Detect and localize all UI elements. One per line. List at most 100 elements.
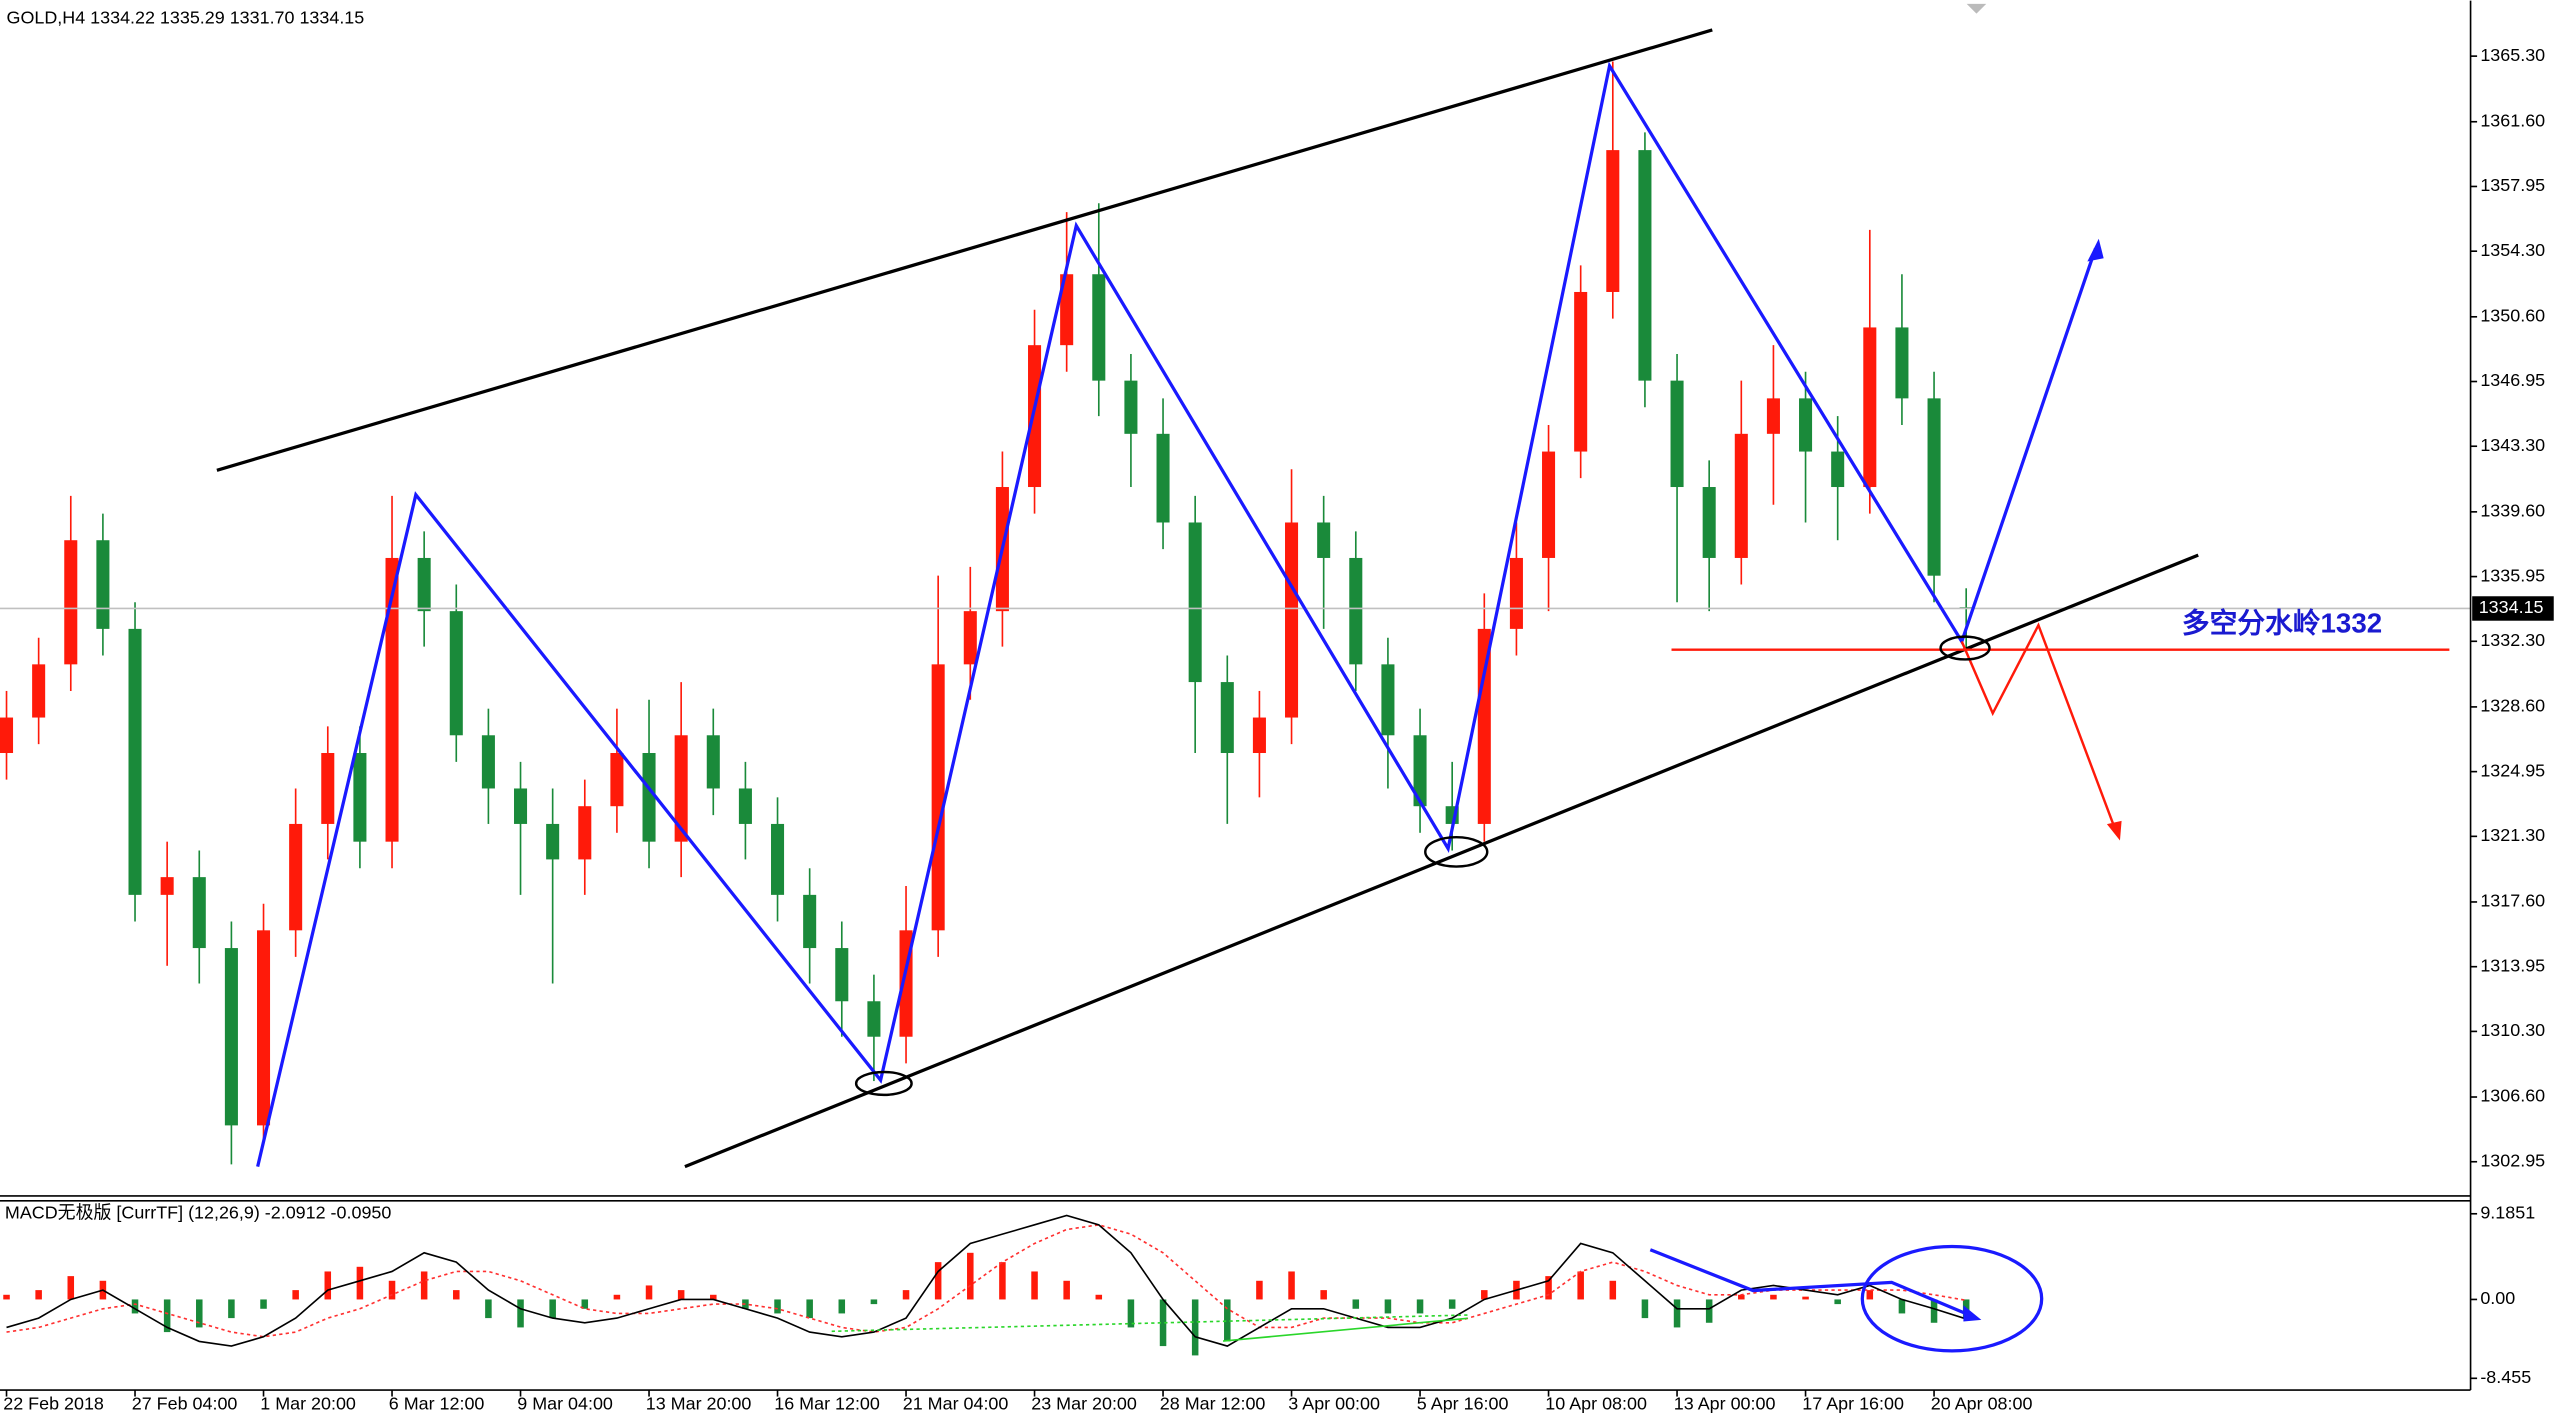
y-tick-label: 9.1851 — [2480, 1203, 2535, 1223]
histogram-bar — [1352, 1299, 1360, 1309]
histogram-bar — [838, 1299, 846, 1314]
zigzag — [256, 61, 2098, 1167]
x-tick-label: 22 Feb 2018 — [3, 1393, 104, 1413]
candle-body — [1477, 628, 1491, 824]
candle-body — [160, 877, 174, 895]
histogram-bar — [902, 1290, 910, 1300]
x-tick-label: 1 Mar 20:00 — [260, 1393, 356, 1413]
circle-mark — [854, 1070, 913, 1097]
arrow-head — [1963, 1305, 1982, 1322]
annotation: 多空分水岭1332 — [2182, 608, 2382, 639]
y-tick-label: 1343.30 — [2480, 435, 2545, 455]
histogram-bar — [1834, 1299, 1841, 1305]
candle-body — [771, 823, 785, 895]
y-tick-label: 0.00 — [2480, 1288, 2515, 1308]
y-tick-label: 1332.30 — [2480, 630, 2545, 650]
x-tick-label: 20 Apr 08:00 — [1931, 1393, 2033, 1413]
candle-body — [738, 788, 752, 824]
histogram-bar — [1127, 1299, 1135, 1328]
y-tick-label: 1306.60 — [2480, 1086, 2545, 1106]
x-tick-label: 3 Apr 00:00 — [1288, 1393, 1380, 1413]
y-tick-label: 1313.95 — [2480, 955, 2545, 975]
macd-panel — [3, 1214, 1970, 1356]
candle-body — [257, 930, 271, 1126]
histogram-bar — [1673, 1299, 1681, 1328]
histogram-bar — [870, 1299, 878, 1305]
candle-body — [385, 557, 399, 842]
histogram-bar — [420, 1271, 428, 1300]
candle-body — [128, 628, 142, 895]
candle-body — [1317, 522, 1331, 558]
histogram-bar — [228, 1299, 235, 1319]
candle-body — [1156, 433, 1170, 523]
candle-body — [835, 948, 849, 1002]
candle-body — [1542, 451, 1556, 558]
y-tick-label: 1361.60 — [2480, 110, 2545, 130]
histogram-bar — [356, 1266, 364, 1300]
histogram-bar — [1609, 1280, 1617, 1300]
y-tick-label: 1321.30 — [2480, 825, 2545, 845]
histogram-bar — [1288, 1271, 1295, 1300]
histogram-bar — [1063, 1280, 1070, 1300]
histogram-bar — [934, 1262, 942, 1300]
x-tick-label: 23 Mar 20:00 — [1031, 1393, 1137, 1413]
channel-lower — [684, 553, 2199, 1169]
histogram-bar — [1898, 1299, 1906, 1314]
channel-upper — [216, 28, 1713, 472]
histogram-bar — [35, 1290, 42, 1300]
histogram-bar — [549, 1299, 556, 1319]
histogram-bar — [1930, 1299, 1938, 1323]
divergence-line — [1222, 1317, 1468, 1342]
candle-body — [353, 753, 367, 842]
y-tick-label: -8.455 — [2480, 1367, 2531, 1387]
histogram-bar — [999, 1262, 1006, 1300]
histogram-bar — [453, 1290, 460, 1300]
histogram-bar — [1866, 1290, 1874, 1300]
histogram-bar — [196, 1299, 203, 1328]
candle-body — [449, 611, 463, 736]
candle-body — [1799, 398, 1813, 452]
candle-body — [1863, 327, 1877, 488]
circle-mark — [1939, 635, 1991, 661]
candle-body — [481, 735, 495, 789]
candle-body — [1349, 557, 1363, 665]
candle-body — [96, 540, 110, 629]
candle-body — [1028, 345, 1042, 488]
candle-body — [1606, 150, 1620, 292]
x-tick-label: 13 Apr 00:00 — [1674, 1393, 1776, 1413]
y-tick-label: 1339.60 — [2480, 501, 2545, 521]
histogram-bar — [1705, 1299, 1713, 1323]
candle-body — [1509, 557, 1523, 629]
candle-body — [514, 788, 528, 824]
candle-body — [963, 611, 977, 665]
histogram-bar — [1191, 1299, 1199, 1356]
chart-title: GOLD,H4 1334.22 1335.29 1331.70 1334.15 — [7, 7, 365, 27]
candle-body — [1285, 522, 1299, 718]
histogram-bar — [163, 1299, 171, 1333]
circle-mark — [1424, 835, 1489, 868]
histogram-bar — [1481, 1290, 1488, 1300]
histogram-bar — [517, 1299, 524, 1328]
x-tick-label: 9 Mar 04:00 — [517, 1393, 613, 1413]
candle-body — [64, 540, 78, 665]
histogram-bar — [485, 1299, 492, 1319]
current-price-label: 1334.15 — [2479, 597, 2544, 617]
candle-body — [417, 557, 431, 612]
histogram-bar — [967, 1252, 974, 1300]
arrow-head — [2087, 238, 2104, 262]
y-tick-label: 1357.95 — [2480, 175, 2545, 195]
histogram-bar — [388, 1280, 396, 1300]
candle-body — [1124, 380, 1138, 434]
histogram-bar — [581, 1299, 589, 1309]
candle-body — [192, 877, 206, 949]
histogram-bar — [292, 1290, 299, 1300]
candle-body — [867, 1001, 881, 1037]
histogram-bar — [1159, 1299, 1167, 1347]
macd-line — [6, 1214, 1967, 1347]
candle-body — [578, 806, 592, 860]
histogram-bar — [1577, 1271, 1584, 1300]
bear-path — [1960, 622, 2117, 830]
candle-body — [1670, 380, 1684, 488]
